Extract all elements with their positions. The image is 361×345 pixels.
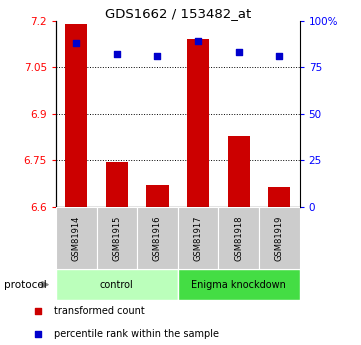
Bar [187,39,209,207]
Text: percentile rank within the sample: percentile rank within the sample [54,329,219,339]
Point [35,331,40,337]
Title: GDS1662 / 153482_at: GDS1662 / 153482_at [105,7,251,20]
Bar [259,207,300,269]
Text: GSM81915: GSM81915 [112,215,121,261]
Text: Enigma knockdown: Enigma knockdown [191,280,286,289]
Bar [56,207,97,269]
Point [236,50,242,55]
Bar [227,136,250,207]
Bar [65,24,87,207]
Bar [56,269,178,300]
Bar [178,207,218,269]
Text: GSM81919: GSM81919 [275,215,284,261]
Text: transformed count: transformed count [54,306,144,316]
Text: control: control [100,280,134,289]
Bar [106,162,128,207]
Text: GSM81918: GSM81918 [234,215,243,261]
Point [195,38,201,44]
Text: GSM81914: GSM81914 [72,215,81,261]
Bar [178,269,300,300]
Bar [146,185,169,207]
Text: GSM81916: GSM81916 [153,215,162,261]
Bar [97,207,137,269]
Point [277,53,282,59]
Point [114,51,120,57]
Text: protocol: protocol [4,280,46,289]
Point [155,53,160,59]
Bar [268,187,291,207]
Point [35,308,40,314]
Point [73,40,79,46]
Bar [137,207,178,269]
Text: GSM81917: GSM81917 [193,215,203,261]
Bar [218,207,259,269]
